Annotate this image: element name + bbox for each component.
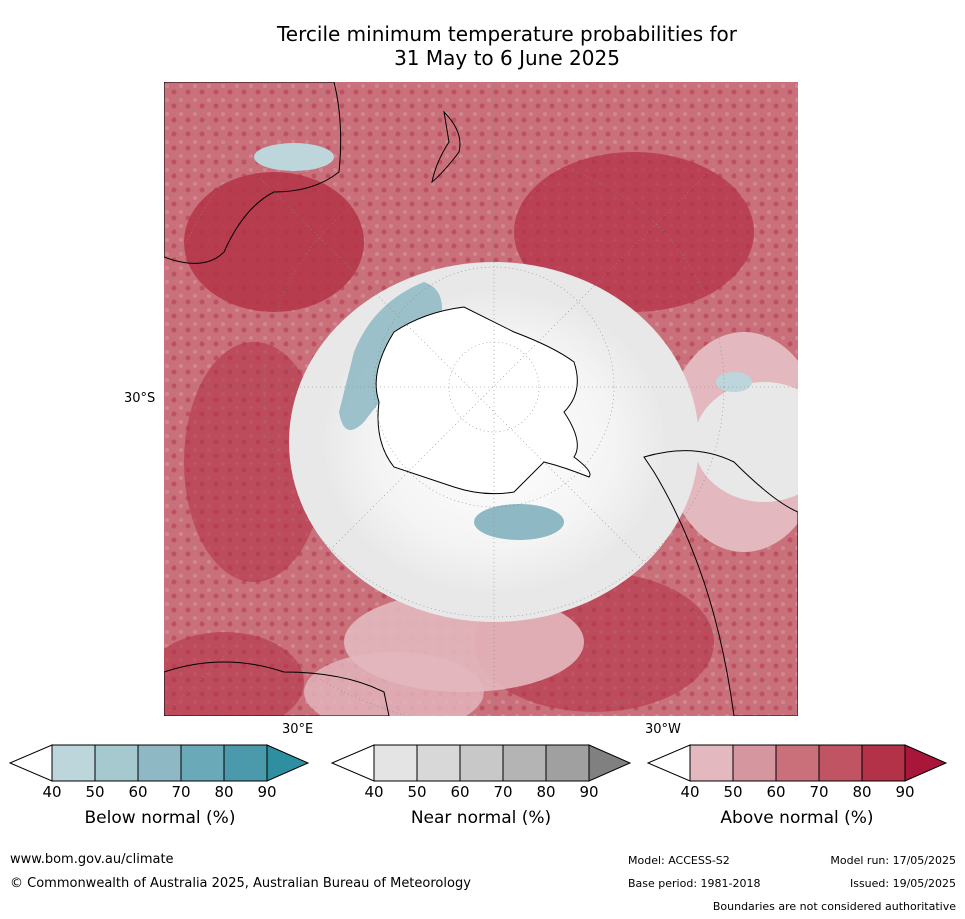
tick: 50 [85, 783, 105, 801]
dark-red-patch [514, 152, 754, 312]
colorbar-near-normal [330, 744, 632, 786]
tick: 60 [128, 783, 148, 801]
dark-red-patch [184, 342, 324, 582]
tick: 50 [723, 783, 743, 801]
colorbar-above-normal-label: Above normal (%) [720, 808, 874, 828]
below-normal-patch [716, 372, 752, 392]
south-america-coastline [643, 450, 798, 716]
lon-label-30e: 30°E [282, 722, 314, 737]
tick: 60 [766, 783, 786, 801]
tick: 70 [171, 783, 191, 801]
base-period: Base period: 1981-2018 [628, 877, 761, 890]
graticule [164, 82, 798, 716]
tick: 50 [407, 783, 427, 801]
new-zealand-coastline [431, 110, 461, 184]
tick: 90 [257, 783, 277, 801]
issued-date: Issued: 19/05/2025 [849, 877, 956, 890]
colorbar-below-normal-label: Below normal (%) [84, 808, 236, 828]
tick: 80 [852, 783, 872, 801]
model-name: Model: ACCESS-S2 [628, 854, 730, 867]
tick: 90 [579, 783, 599, 801]
tick: 90 [895, 783, 915, 801]
colorbar-below-normal [8, 744, 310, 786]
lat-label-30s: 30°S [124, 391, 156, 406]
probability-map [164, 82, 798, 716]
footer-copyright: © Commonwealth of Australia 2025, Austra… [10, 876, 471, 891]
footer-url[interactable]: www.bom.gov.au/climate [10, 852, 174, 867]
colorbar-above-normal-scale [646, 744, 948, 782]
dark-red-patch [184, 172, 364, 312]
light-red-patch [304, 652, 484, 716]
title-line-1: Tercile minimum temperature probabilitie… [276, 22, 738, 46]
colorbar-near-normal-scale [330, 744, 632, 782]
tick: 60 [450, 783, 470, 801]
lon-label-30w: 30°W [645, 722, 681, 737]
tick: 40 [364, 783, 384, 801]
tick: 40 [42, 783, 62, 801]
boundary-disclaimer: Boundaries are not considered authoritat… [712, 900, 956, 913]
australia-coastline [164, 82, 342, 264]
below-normal-patch [474, 504, 564, 540]
colorbar-below-normal-scale [8, 744, 310, 782]
tick: 70 [493, 783, 513, 801]
near-normal-patch [694, 382, 798, 502]
tick: 80 [214, 783, 234, 801]
dark-red-patch [164, 632, 304, 716]
colorbar-near-normal-label: Near normal (%) [410, 808, 552, 828]
map-canvas [164, 82, 798, 716]
tick: 80 [536, 783, 556, 801]
tick: 70 [809, 783, 829, 801]
title-line-2: 31 May to 6 June 2025 [394, 46, 620, 70]
antarctica-coastline [375, 306, 591, 495]
model-run: Model run: 17/05/2025 [830, 854, 956, 867]
tick: 40 [680, 783, 700, 801]
africa-coastline [164, 661, 390, 716]
chart-title: Tercile minimum temperature probabilitie… [0, 22, 965, 70]
colorbar-above-normal [646, 744, 948, 786]
below-normal-patch [254, 143, 334, 171]
